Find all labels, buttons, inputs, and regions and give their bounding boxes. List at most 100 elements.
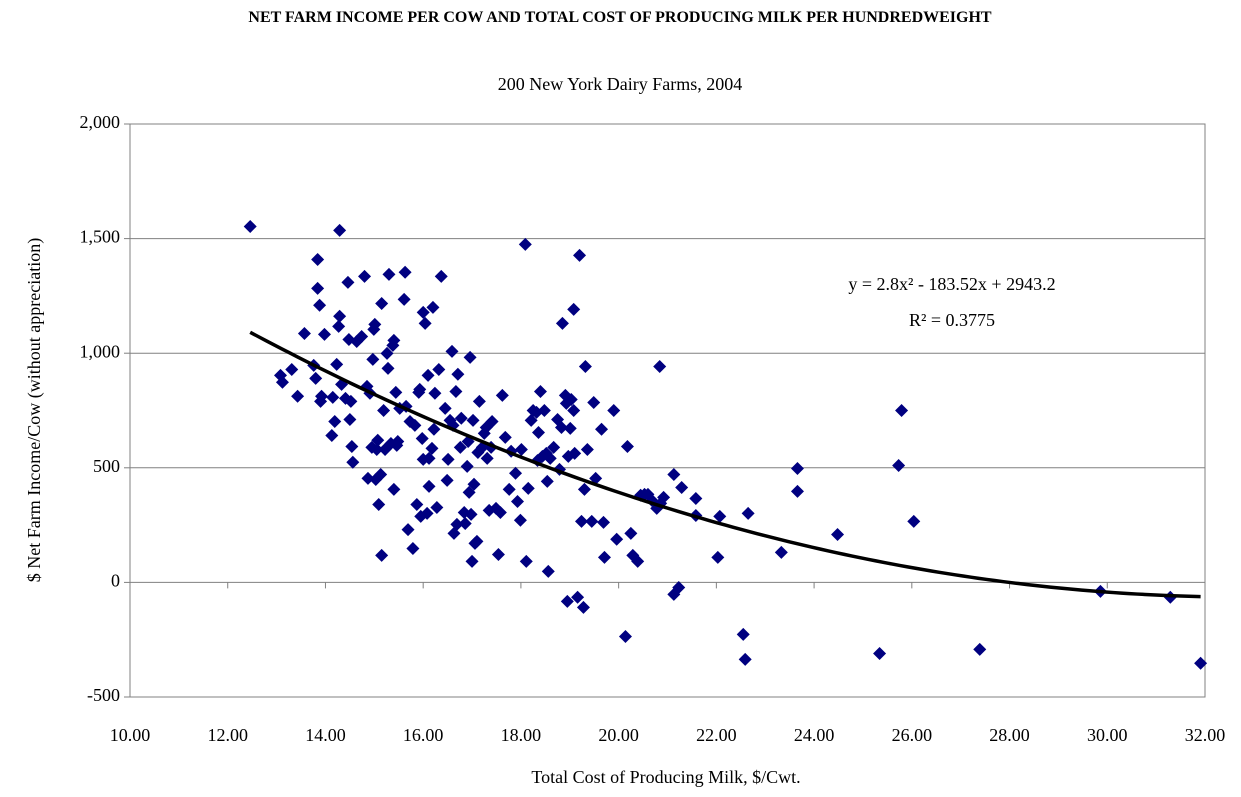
point xyxy=(567,404,581,417)
point xyxy=(713,509,727,523)
y-axis-label: $ Net Farm Income/Cow (without appreciat… xyxy=(24,238,45,582)
point xyxy=(328,415,342,429)
point xyxy=(521,481,535,495)
point xyxy=(491,547,505,561)
point xyxy=(414,509,428,523)
point xyxy=(333,223,347,237)
point xyxy=(449,384,463,398)
point xyxy=(355,329,369,343)
point xyxy=(576,600,590,614)
y-tick-label: 1,000 xyxy=(80,341,121,361)
point xyxy=(741,506,755,520)
point xyxy=(368,317,382,331)
point xyxy=(458,516,472,530)
x-tick-label: 14.00 xyxy=(305,725,346,745)
point xyxy=(571,590,585,604)
point xyxy=(689,492,703,506)
point xyxy=(309,371,323,385)
point xyxy=(375,296,389,310)
point xyxy=(377,404,391,417)
point xyxy=(343,412,357,426)
point xyxy=(973,642,987,656)
x-tick-label: 16.00 xyxy=(403,725,444,745)
point xyxy=(895,404,909,417)
point xyxy=(620,439,634,453)
point xyxy=(510,494,524,508)
y-tick-label: 2,000 xyxy=(80,112,121,132)
point xyxy=(325,428,339,442)
point xyxy=(495,388,509,402)
point xyxy=(587,395,601,409)
point xyxy=(345,439,359,453)
point xyxy=(372,497,386,511)
point xyxy=(311,281,325,295)
point xyxy=(366,352,380,366)
point xyxy=(358,269,372,283)
point xyxy=(415,431,429,445)
point xyxy=(408,418,422,432)
point xyxy=(472,394,486,408)
point xyxy=(575,514,588,528)
point xyxy=(401,523,415,537)
point xyxy=(585,514,599,528)
point xyxy=(374,467,388,481)
point xyxy=(441,452,455,466)
point xyxy=(387,333,401,347)
point xyxy=(291,389,305,403)
point xyxy=(346,455,360,469)
point xyxy=(406,541,420,555)
point xyxy=(361,471,375,485)
point xyxy=(892,459,906,473)
x-tick-label: 18.00 xyxy=(501,725,542,745)
point xyxy=(1194,656,1208,670)
point xyxy=(467,477,481,491)
point xyxy=(873,646,887,660)
point xyxy=(387,482,401,496)
point xyxy=(790,461,804,475)
point xyxy=(464,507,478,521)
point xyxy=(675,481,689,495)
y-tick-label: -500 xyxy=(87,685,120,705)
point xyxy=(653,359,667,373)
point xyxy=(380,346,394,360)
point xyxy=(567,302,581,316)
point xyxy=(564,392,578,406)
trendline xyxy=(249,330,1201,599)
x-tick-label: 32.00 xyxy=(1185,725,1226,745)
point xyxy=(243,219,257,233)
x-tick-label: 12.00 xyxy=(207,725,248,745)
point xyxy=(560,594,574,608)
point xyxy=(577,482,591,496)
point xyxy=(389,385,403,399)
annotation: y = 2.8x² - 183.52x + 2943.2 xyxy=(848,274,1055,294)
point xyxy=(480,451,494,465)
point xyxy=(610,532,624,546)
point xyxy=(596,515,610,529)
point xyxy=(543,451,557,465)
y-tick-label: 1,500 xyxy=(80,227,121,247)
point xyxy=(532,426,545,440)
point xyxy=(285,362,299,376)
point xyxy=(398,265,412,279)
point xyxy=(370,442,384,456)
point xyxy=(493,505,507,519)
point xyxy=(537,404,551,417)
point xyxy=(421,368,435,382)
point xyxy=(416,305,430,319)
point xyxy=(341,275,355,289)
point xyxy=(275,375,289,389)
point xyxy=(790,484,804,498)
x-tick-label: 28.00 xyxy=(989,725,1030,745)
point xyxy=(502,482,516,496)
point xyxy=(774,545,788,559)
point xyxy=(422,479,436,493)
point xyxy=(333,309,347,323)
annotation: R² = 0.3775 xyxy=(909,310,995,330)
point xyxy=(465,554,479,568)
x-tick-label: 22.00 xyxy=(696,725,737,745)
point xyxy=(330,357,344,371)
point xyxy=(453,440,467,454)
point xyxy=(451,367,465,381)
